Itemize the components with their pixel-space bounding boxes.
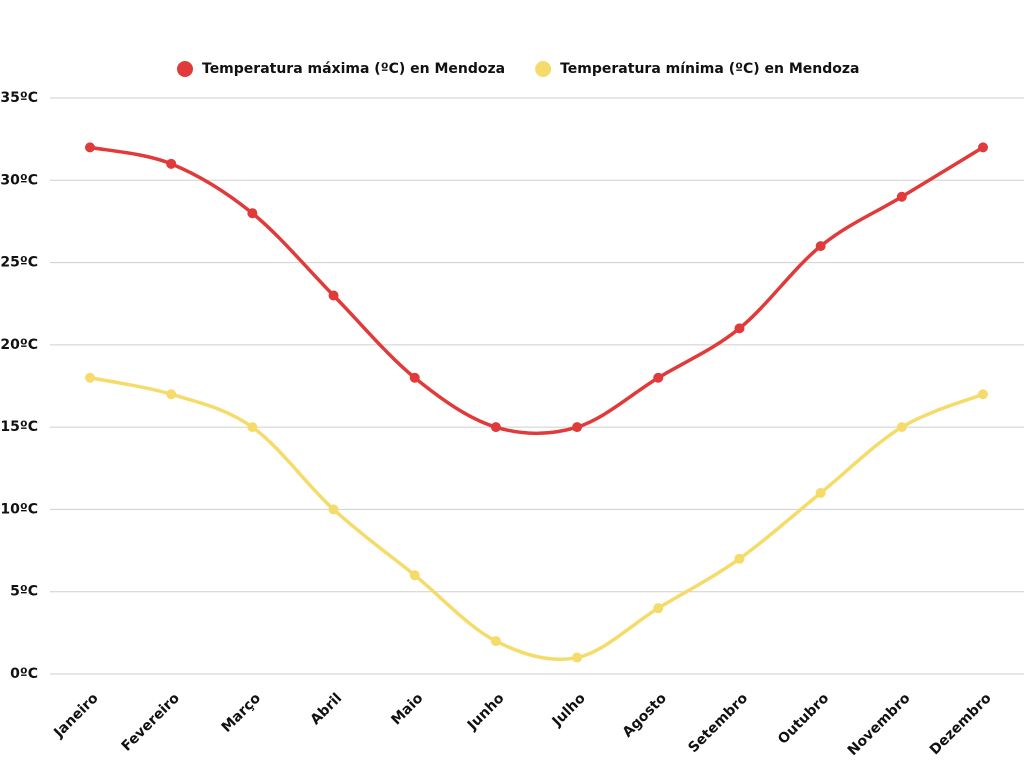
y-tick-label: 15ºC (0, 419, 38, 435)
data-point (815, 487, 826, 498)
y-tick-label: 30ºC (0, 172, 38, 188)
legend-label: Temperatura máxima (ºC) en Mendoza (202, 61, 505, 77)
data-point (328, 290, 339, 301)
data-point (166, 158, 177, 169)
data-point (490, 422, 501, 433)
y-tick-label: 0ºC (10, 666, 38, 682)
x-tick-label: Dezembro (927, 690, 995, 758)
y-tick-label: 25ºC (0, 255, 38, 271)
legend-label: Temperatura mínima (ºC) en Mendoza (560, 61, 859, 77)
data-point (166, 389, 177, 400)
x-tick-label: Janeiro (50, 690, 101, 741)
data-point (896, 422, 907, 433)
legend-marker (535, 61, 552, 77)
x-tick-label: Fevereiro (119, 690, 183, 754)
x-tick-label: Abril (307, 690, 345, 728)
data-point (247, 422, 258, 433)
x-tick-label: Setembro (685, 690, 751, 756)
data-point (409, 372, 420, 383)
data-point (815, 241, 826, 252)
series-line (89, 376, 984, 662)
data-point (653, 603, 664, 614)
data-point (734, 553, 745, 564)
data-point (328, 504, 339, 515)
y-tick-label: 5ºC (10, 584, 38, 600)
x-tick-label: Novembro (845, 690, 914, 759)
data-point (85, 142, 95, 153)
x-tick-label: Maio (388, 690, 426, 728)
data-point (409, 570, 420, 581)
data-point (85, 372, 95, 383)
y-tick-label: 20ºC (0, 337, 38, 353)
data-point (490, 636, 501, 647)
y-tick-label: 10ºC (0, 501, 38, 517)
data-point (734, 323, 745, 334)
data-point (896, 191, 907, 202)
legend-marker (177, 61, 193, 77)
y-tick-label: 35ºC (0, 90, 38, 106)
x-tick-label: Março (219, 690, 265, 736)
x-tick-label: Julho (549, 690, 589, 730)
x-tick-label: Outubro (775, 690, 833, 748)
data-point (978, 142, 988, 153)
data-point (247, 208, 258, 219)
data-point (978, 389, 988, 400)
series-line (89, 145, 984, 436)
x-tick-label: Junho (464, 690, 508, 734)
data-point (572, 422, 583, 433)
data-point (653, 372, 664, 383)
data-point (572, 652, 583, 663)
x-tick-label: Agosto (620, 690, 671, 741)
